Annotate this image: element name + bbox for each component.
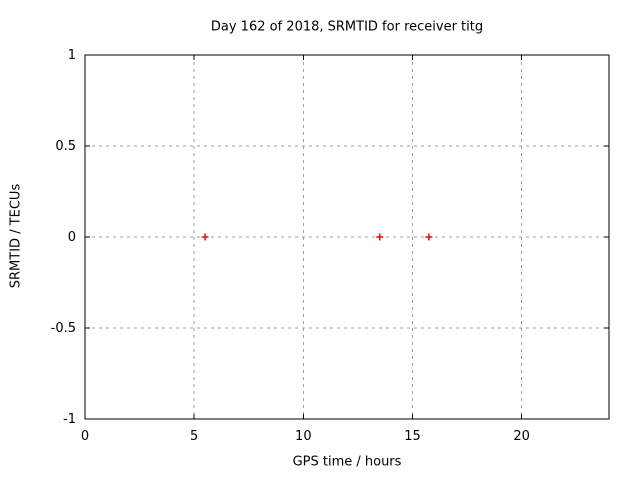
y-axis-label: SRMTID / TECUs (8, 183, 24, 289)
y-tick-label: 0.5 (55, 139, 76, 154)
chart-title: Day 162 of 2018, SRMTID for receiver tit… (210, 19, 484, 35)
y-tick-label: 1 (68, 48, 76, 63)
x-tick-label: 15 (404, 429, 421, 444)
y-tick-label: -0.5 (51, 321, 76, 336)
x-tick-label: 0 (81, 429, 89, 444)
x-tick-label: 10 (295, 429, 312, 444)
x-tick-label: 5 (190, 429, 198, 444)
x-tick-label: 20 (513, 429, 530, 444)
x-axis-label: GPS time / hours (292, 454, 402, 470)
y-tick-label: 0 (68, 230, 76, 245)
y-tick-label: -1 (63, 412, 76, 427)
